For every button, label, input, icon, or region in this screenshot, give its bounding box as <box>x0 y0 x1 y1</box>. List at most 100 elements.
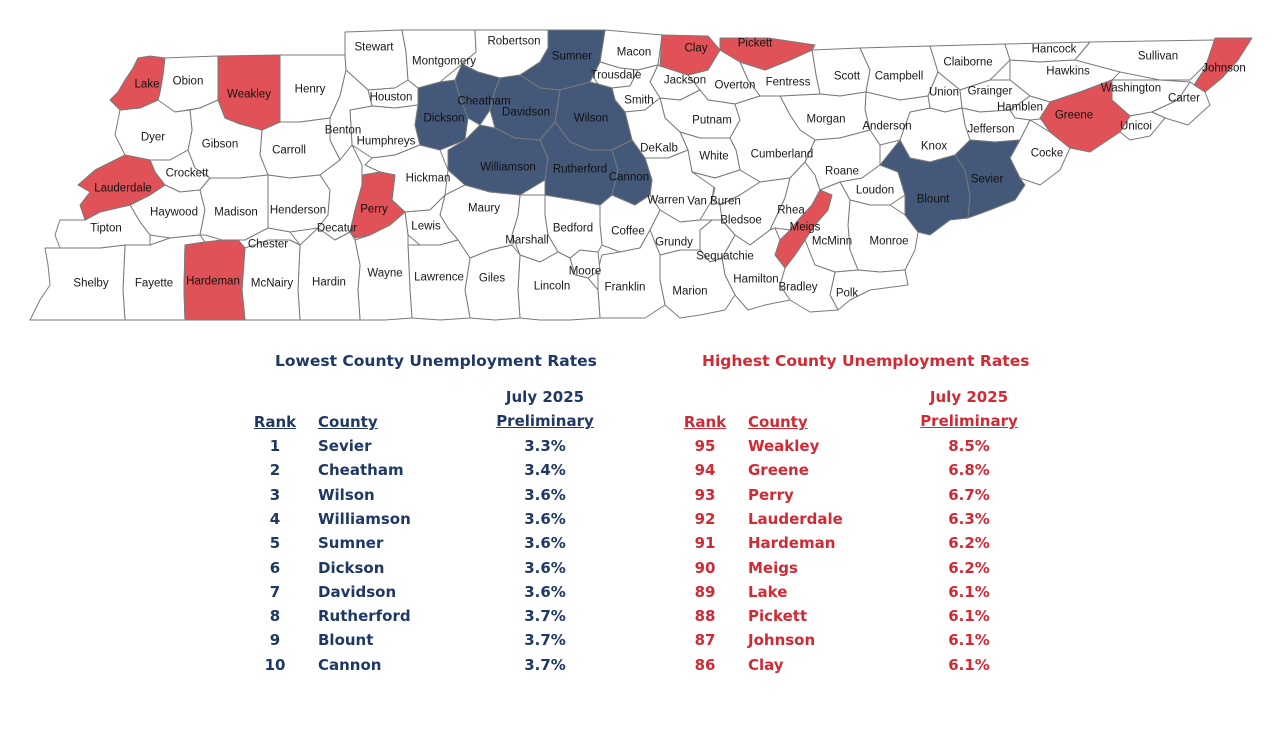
county-label-cumberland: Cumberland <box>750 148 814 161</box>
rank-cell: 5 <box>269 534 281 553</box>
rank-cell: 1 <box>269 437 281 455</box>
rank-cell: 88 <box>694 607 716 626</box>
highest-panel-title: Highest County Unemployment Rates <box>702 352 1030 370</box>
county-label-blount: Blount <box>916 193 950 206</box>
lowest-county-header: County <box>318 413 378 431</box>
county-label-decatur: Decatur <box>316 222 358 235</box>
table-row: 87 Johnson 6.1% <box>680 631 1040 655</box>
county-label-obion: Obion <box>172 75 204 88</box>
county-label-campbell: Campbell <box>874 70 924 83</box>
rank-cell: 87 <box>694 631 716 650</box>
county-label-carroll: Carroll <box>272 144 306 157</box>
county-label-marion: Marion <box>672 285 708 298</box>
county-label-houston: Houston <box>369 91 413 104</box>
county-lauderdale <box>77 154 166 221</box>
rate-cell: 3.3% <box>524 437 566 455</box>
lowest-rate-header: Preliminary <box>496 412 594 430</box>
rank-cell: 93 <box>694 485 716 504</box>
county-perry <box>349 171 406 239</box>
county-label-van-buren: Van Buren <box>687 195 741 208</box>
rank-cell: 3 <box>269 485 281 504</box>
county-label-tipton: Tipton <box>90 222 122 235</box>
table-row: 90 Meigs 6.2% <box>680 559 1040 583</box>
county-cell: Meigs <box>748 558 798 577</box>
county-carter <box>1151 81 1211 126</box>
table-row: 2 Cheatham 3.4% <box>250 461 610 485</box>
county-cell: Hardeman <box>748 534 836 553</box>
county-label-wilson: Wilson <box>573 112 609 125</box>
county-lewis <box>404 194 459 246</box>
county-cell: Williamson <box>318 509 411 528</box>
county-label-crockett: Crockett <box>165 167 209 180</box>
county-label-sullivan: Sullivan <box>1137 50 1179 63</box>
county-pickett <box>719 37 816 71</box>
table-row: 93 Perry 6.7% <box>680 486 1040 510</box>
county-label-mcnairy: McNairy <box>250 277 294 290</box>
rate-cell: 3.6% <box>524 534 566 553</box>
county-lake <box>109 55 166 111</box>
county-label-gibson: Gibson <box>201 138 239 151</box>
lowest-rank-header: Rank <box>253 413 297 431</box>
table-row: 7 Davidson 3.6% <box>250 583 610 607</box>
rank-cell: 7 <box>269 582 281 601</box>
county-label-jefferson: Jefferson <box>967 123 1015 136</box>
county-greene <box>1039 79 1131 153</box>
county-label-rhea: Rhea <box>777 204 805 217</box>
county-label-union: Union <box>928 86 960 99</box>
highest-county-header: County <box>748 413 808 431</box>
county-label-hickman: Hickman <box>405 172 451 185</box>
county-label-benton: Benton <box>324 124 362 137</box>
county-label-weakley: Weakley <box>227 88 271 101</box>
county-label-bledsoe: Bledsoe <box>720 214 762 227</box>
county-label-henderson: Henderson <box>269 204 327 217</box>
rate-cell: 6.1% <box>948 582 990 601</box>
rate-cell: 6.2% <box>948 534 990 553</box>
county-cell: Sumner <box>318 534 384 553</box>
county-cell: Dickson <box>318 558 385 577</box>
rate-cell: 3.7% <box>524 631 566 650</box>
county-label-lewis: Lewis <box>411 220 441 233</box>
map-svg <box>29 29 1253 321</box>
rank-cell: 92 <box>694 509 716 528</box>
county-label-sevier: Sevier <box>970 173 1004 186</box>
rank-cell: 6 <box>269 558 281 577</box>
county-weakley <box>217 54 281 131</box>
county-cell: Blount <box>318 631 374 650</box>
county-label-monroe: Monroe <box>869 235 909 248</box>
rank-cell: 2 <box>269 461 281 480</box>
table-row: 88 Pickett 6.1% <box>680 607 1040 631</box>
county-label-loudon: Loudon <box>855 184 895 197</box>
county-johnson <box>1193 37 1253 93</box>
county-label-robertson: Robertson <box>487 35 541 48</box>
county-label-lauderdale: Lauderdale <box>94 182 152 195</box>
county-label-davidson: Davidson <box>502 106 550 119</box>
rate-cell: 6.1% <box>948 631 990 650</box>
table-row: 3 Wilson 3.6% <box>250 486 610 510</box>
rank-cell: 4 <box>269 509 281 528</box>
county-label-hamilton: Hamilton <box>733 273 779 286</box>
county-label-rutherford: Rutherford <box>552 163 608 176</box>
county-label-lawrence: Lawrence <box>414 271 464 284</box>
rank-cell: 89 <box>694 582 716 601</box>
rank-cell: 94 <box>694 461 716 480</box>
county-label-grundy: Grundy <box>655 236 693 249</box>
county-cell: Weakley <box>748 437 820 455</box>
county-label-cocke: Cocke <box>1030 147 1064 160</box>
county-label-washington: Washington <box>1100 82 1162 95</box>
county-label-greene: Greene <box>1054 109 1094 122</box>
county-label-perry: Perry <box>360 203 388 216</box>
county-label-lake: Lake <box>134 78 160 91</box>
rate-cell: 6.3% <box>948 509 990 528</box>
county-cannon <box>611 139 653 206</box>
county-cell: Lauderdale <box>748 509 843 528</box>
county-label-carter: Carter <box>1168 92 1200 105</box>
county-label-fentress: Fentress <box>765 76 811 89</box>
county-label-franklin: Franklin <box>604 281 646 294</box>
county-cell: Cannon <box>318 655 382 674</box>
county-cell: Greene <box>748 461 809 480</box>
county-cell: Clay <box>748 655 784 674</box>
tennessee-county-map: Lake Obion Weakley Henry Stewart Montgomery Ro… <box>0 0 1280 330</box>
county-label-fayette: Fayette <box>134 277 174 290</box>
rate-cell: 6.8% <box>948 461 990 480</box>
county-cell: Sevier <box>318 437 372 455</box>
